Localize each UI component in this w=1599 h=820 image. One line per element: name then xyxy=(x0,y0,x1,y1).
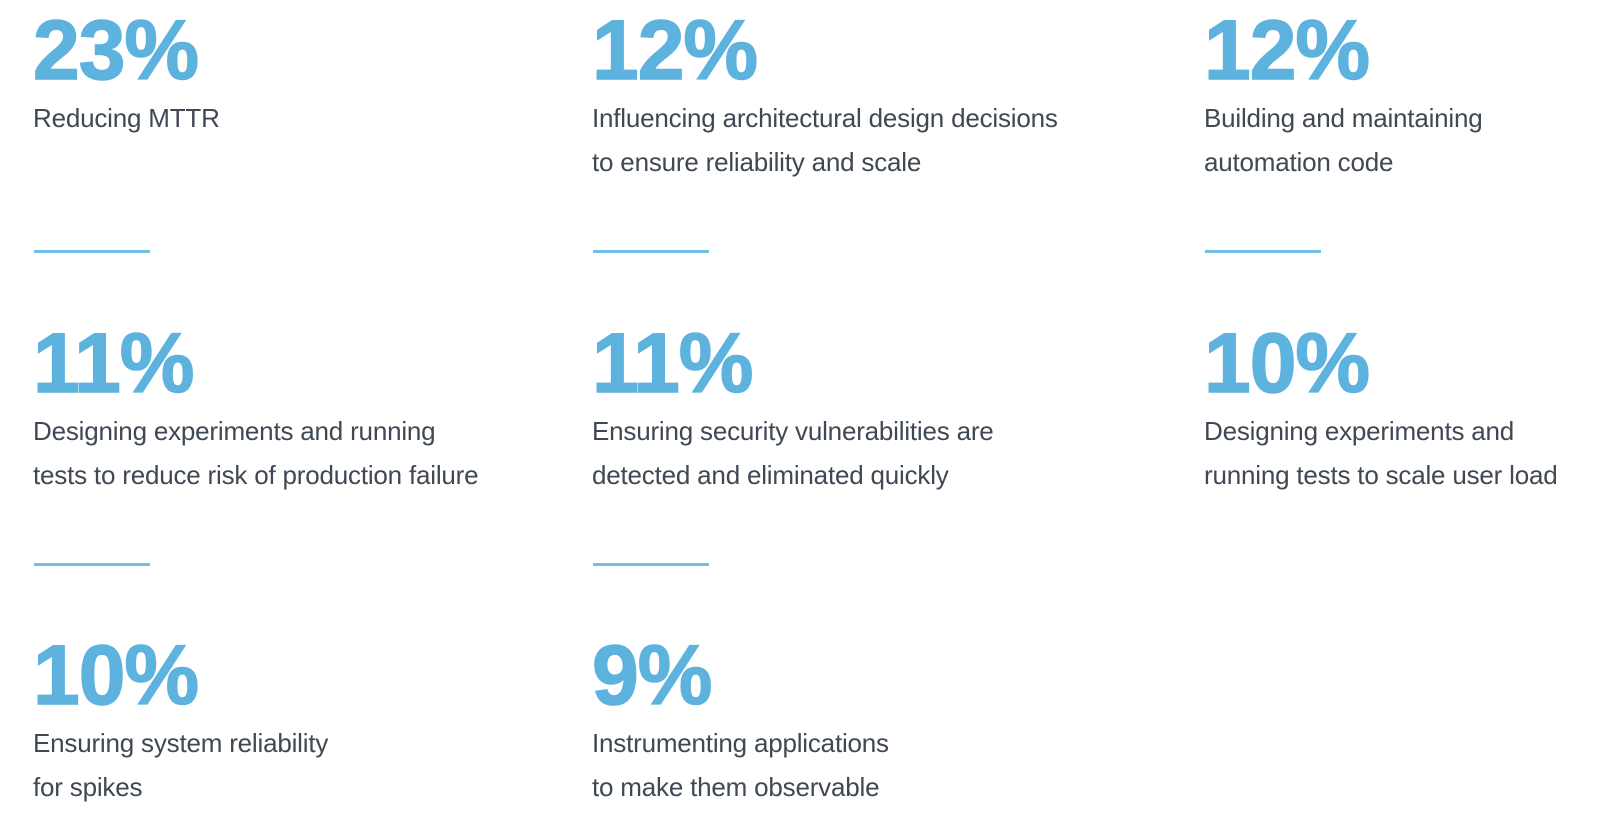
stat-value: 10% xyxy=(1203,316,1371,410)
stat-value: 23% xyxy=(32,3,200,97)
stat-label: Influencing architectural design decisio… xyxy=(592,103,1058,177)
stat-value: 12% xyxy=(591,3,759,97)
stat-card: 9% Instrumenting applications to make th… xyxy=(591,632,1204,820)
stat-card: 10% Designing experiments and running te… xyxy=(1203,320,1599,645)
stat-value: 11% xyxy=(32,316,195,410)
stat-label: Instrumenting applications to make them … xyxy=(592,728,889,802)
stat-value: 9% xyxy=(591,628,713,722)
divider-line xyxy=(593,250,709,253)
stat-value: 12% xyxy=(1203,3,1371,97)
stat-label: Ensuring system reliability for spikes xyxy=(33,728,329,802)
stat-card: 11% Designing experiments and running te… xyxy=(32,320,592,645)
divider-line xyxy=(593,563,709,566)
stat-card: 23% Reducing MTTR xyxy=(32,7,592,333)
stat-card: 10% Ensuring system reliability for spik… xyxy=(32,632,592,820)
stat-value: 11% xyxy=(591,316,754,410)
stat-label: Reducing MTTR xyxy=(33,103,220,133)
empty-cell xyxy=(1204,645,1599,820)
divider-line xyxy=(1205,250,1321,253)
stat-card: 11% Ensuring security vulnerabilities ar… xyxy=(591,320,1204,645)
stat-label: Designing experiments and running tests … xyxy=(33,416,479,490)
stat-label: Ensuring security vulnerabilities are de… xyxy=(592,416,994,490)
stat-label: Building and maintaining automation code xyxy=(1204,103,1483,177)
stat-label: Designing experiments and running tests … xyxy=(1204,416,1558,490)
stat-card: 12% Building and maintaining automation … xyxy=(1203,7,1599,333)
divider-line xyxy=(34,250,150,253)
stat-card: 12% Influencing architectural design dec… xyxy=(591,7,1204,333)
stat-value: 10% xyxy=(32,628,200,722)
divider-line xyxy=(34,563,150,566)
